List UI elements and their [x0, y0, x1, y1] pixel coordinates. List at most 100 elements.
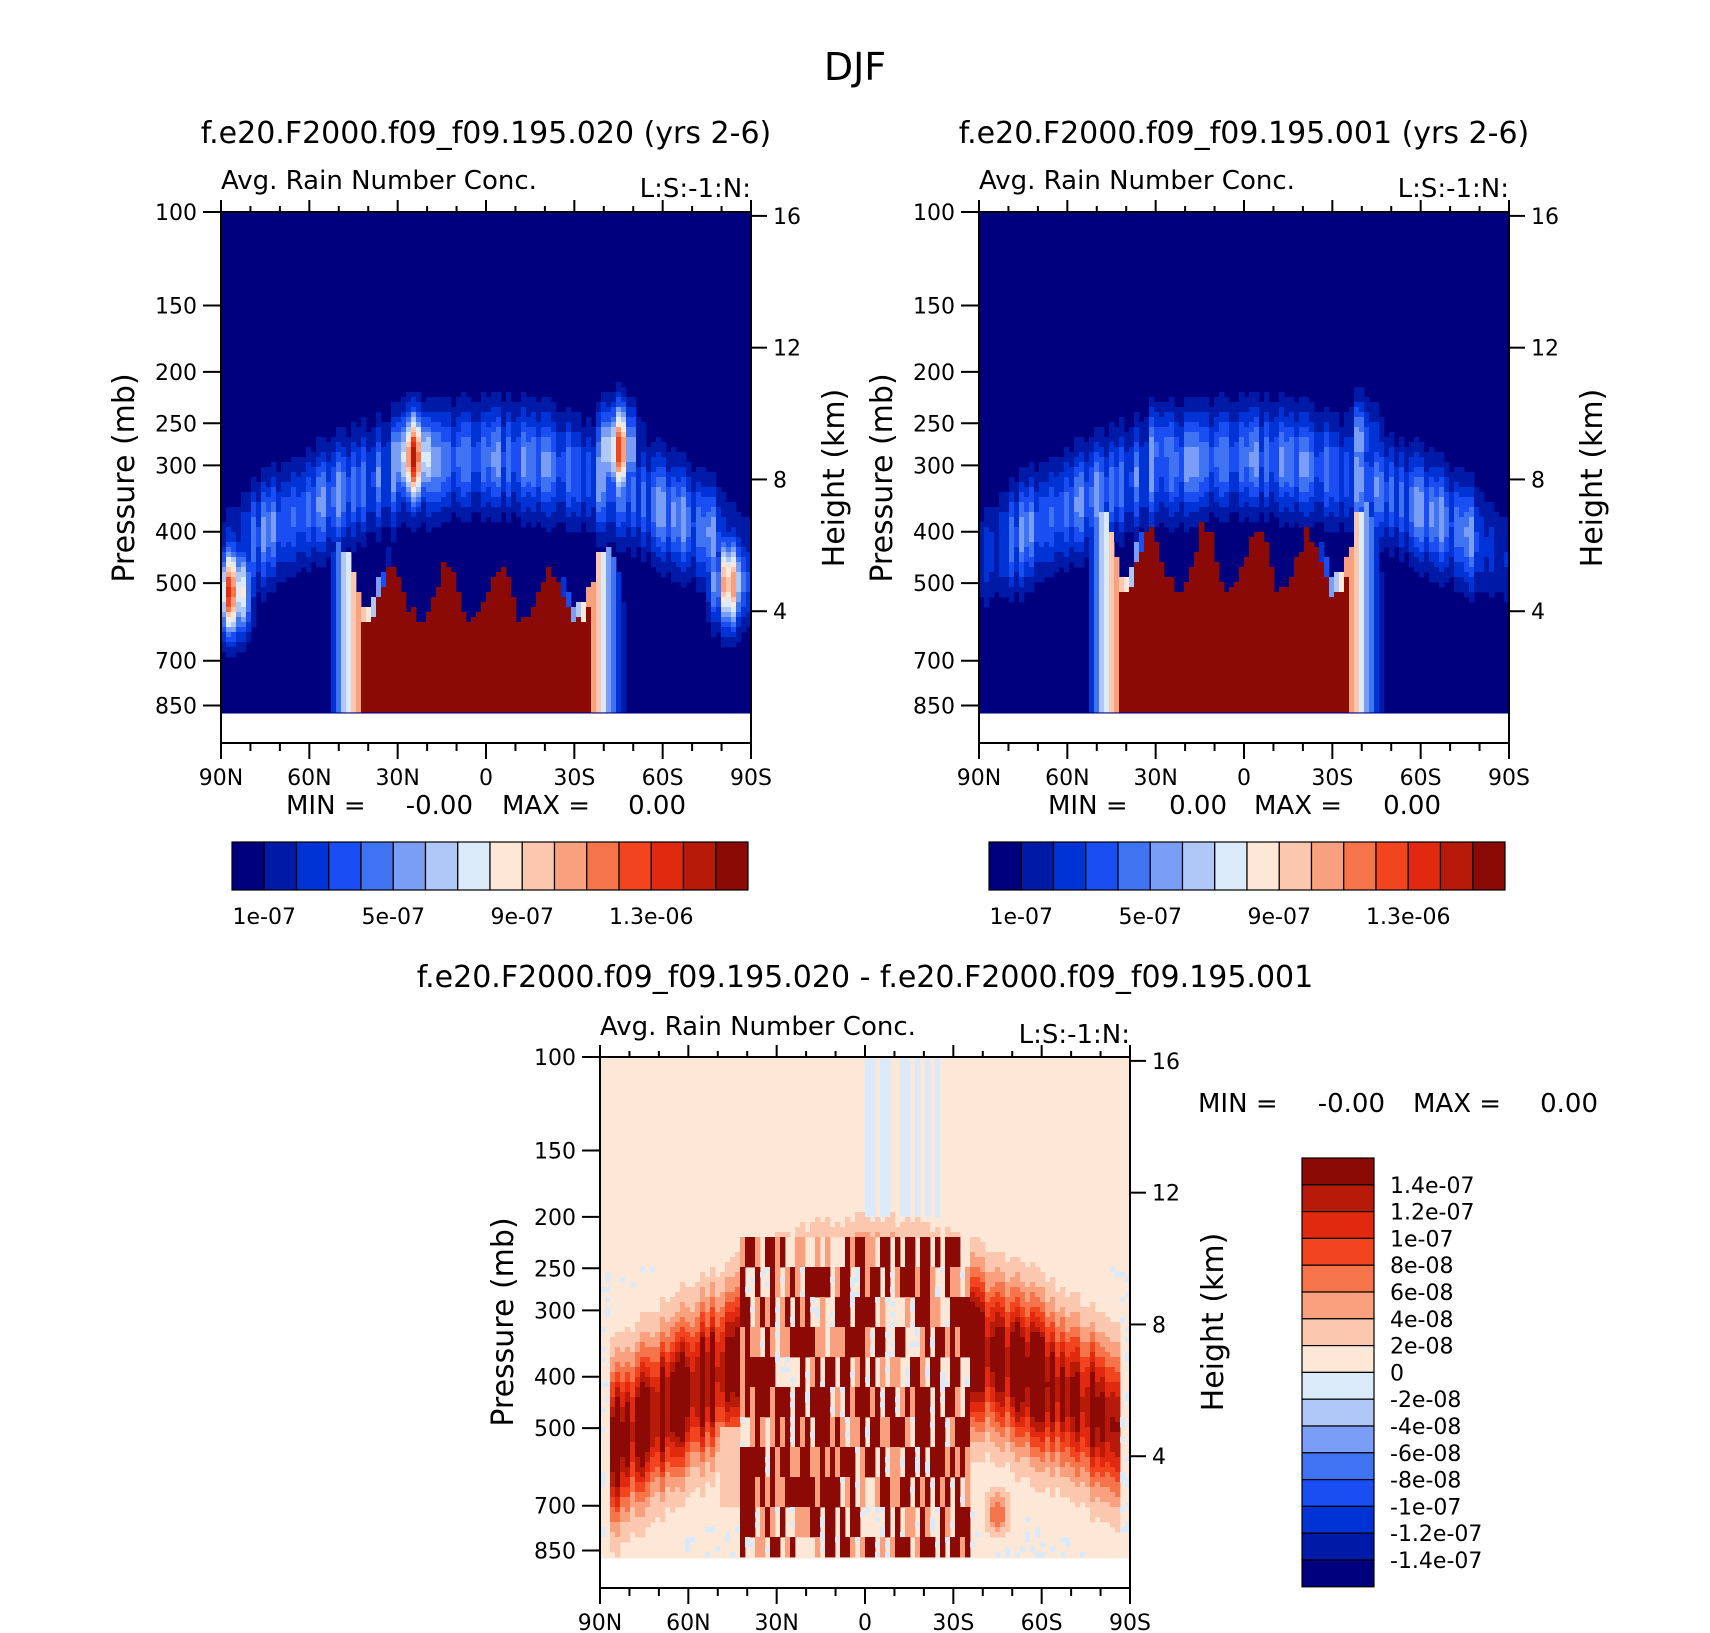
field-cell [671, 567, 677, 573]
field-cell [371, 437, 377, 443]
field-cell [341, 692, 347, 698]
field-cell [1034, 477, 1040, 483]
field-cell [1089, 452, 1095, 458]
field-cell [536, 407, 542, 413]
field-cell [416, 692, 422, 698]
field-cell [436, 612, 442, 618]
field-cell [456, 467, 462, 473]
field-cell [984, 522, 990, 528]
field-cell [266, 472, 272, 478]
field-cell [261, 532, 267, 538]
field-cell [611, 567, 617, 573]
field-cell [501, 402, 507, 408]
field-cell [491, 422, 497, 428]
field-cell [1094, 702, 1100, 708]
field-cell [1004, 492, 1010, 498]
field-cell [371, 522, 377, 528]
field-cell [406, 452, 412, 458]
field-cell [486, 397, 492, 403]
field-cell [536, 592, 542, 598]
field-cell [446, 627, 452, 633]
field-cell [421, 677, 427, 683]
field-cell [396, 587, 402, 593]
field-cell [436, 507, 442, 513]
field-cell [481, 517, 487, 523]
field-cell [391, 532, 397, 538]
field-cell [596, 432, 602, 438]
field-cell [1094, 667, 1100, 673]
field-cell [446, 612, 452, 618]
field-cell [226, 517, 232, 523]
field-cell [491, 492, 497, 498]
field-cell [491, 697, 497, 703]
field-cell [241, 527, 247, 533]
field-cell [501, 567, 507, 573]
field-cell [706, 587, 712, 593]
field-cell [386, 522, 392, 528]
field-cell [476, 692, 482, 698]
field-cell [311, 457, 317, 463]
field-cell [381, 472, 387, 478]
field-cell [571, 447, 577, 453]
field-cell [1049, 532, 1055, 538]
field-cell [516, 692, 522, 698]
field-cell [346, 452, 352, 458]
field-cell [256, 517, 262, 523]
field-cell [1089, 607, 1095, 613]
field-cell [571, 432, 577, 438]
field-cell [371, 662, 377, 668]
field-cell [546, 612, 552, 618]
field-cell [456, 592, 462, 598]
field-cell [591, 677, 597, 683]
field-cell [616, 417, 622, 423]
field-cell [456, 647, 462, 653]
field-cell [391, 692, 397, 698]
field-cell [616, 432, 622, 438]
field-cell [591, 642, 597, 648]
field-cell [556, 412, 562, 418]
field-cell [426, 637, 432, 643]
field-cell [471, 647, 477, 653]
field-cell [396, 517, 402, 523]
field-cell [626, 457, 632, 463]
field-cell [391, 592, 397, 598]
field-cell [1094, 452, 1100, 458]
field-cell [491, 632, 497, 638]
field-cell [621, 412, 627, 418]
field-cell [601, 442, 607, 448]
field-cell [621, 607, 627, 613]
field-cell [366, 687, 372, 693]
field-cell [296, 472, 302, 478]
field-cell [446, 567, 452, 573]
field-cell [581, 647, 587, 653]
field-cell [701, 467, 707, 473]
field-cell [471, 472, 477, 478]
field-cell [701, 532, 707, 538]
field-cell [666, 522, 672, 528]
field-cell [256, 587, 262, 593]
field-cell [351, 682, 357, 688]
field-cell [471, 657, 477, 663]
field-cell [336, 517, 342, 523]
field-cell [1094, 672, 1100, 678]
field-cell [426, 402, 432, 408]
field-cell [1054, 557, 1060, 563]
field-cell [541, 587, 547, 593]
field-cell [711, 582, 717, 588]
field-cell [576, 642, 582, 648]
field-cell [1084, 482, 1090, 488]
field-cell [596, 607, 602, 613]
field-cell [741, 527, 747, 533]
field-cell [431, 512, 437, 518]
field-cell [556, 482, 562, 488]
field-cell [1094, 677, 1100, 683]
field-cell [506, 507, 512, 513]
field-cell [616, 477, 622, 483]
field-cell [1064, 467, 1070, 473]
field-cell [356, 652, 362, 658]
field-cell [586, 617, 592, 623]
field-cell [566, 697, 572, 703]
field-cell [616, 587, 622, 593]
field-cell [411, 472, 417, 478]
field-cell [501, 602, 507, 608]
